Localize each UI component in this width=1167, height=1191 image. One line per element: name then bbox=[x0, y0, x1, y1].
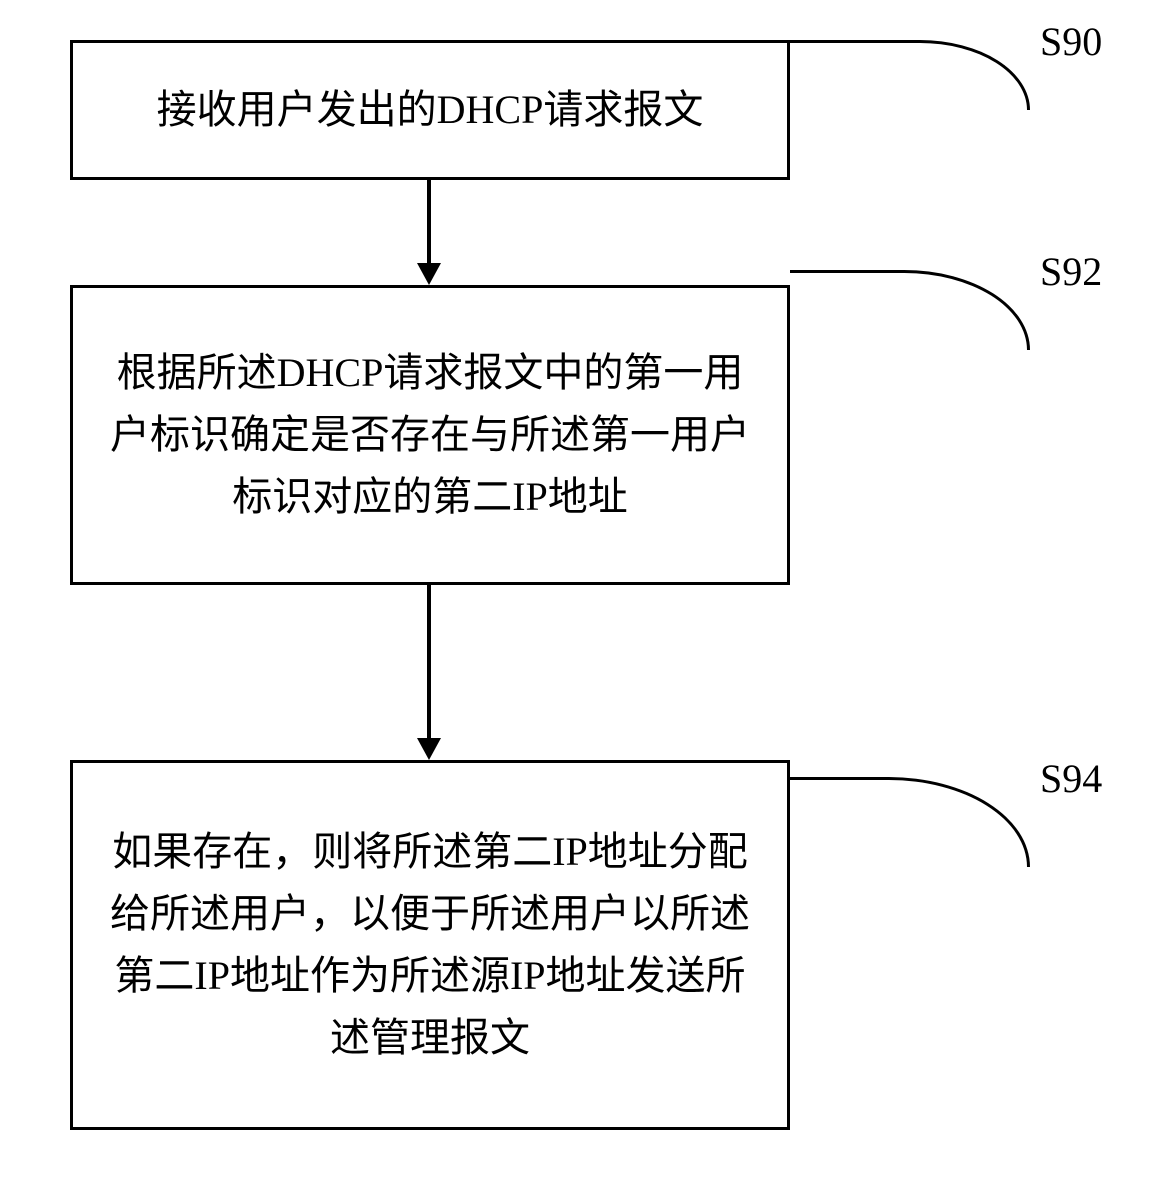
step-text: 根据所述DHCP请求报文中的第一用户标识确定是否存在与所述第一用户标识对应的第二… bbox=[97, 342, 763, 528]
step-label-s92: S92 bbox=[1040, 248, 1102, 295]
label-connector-s90 bbox=[790, 40, 1030, 110]
step-text: 如果存在，则将所述第二IP地址分配给所述用户，以便于所述用户以所述第二IP地址作… bbox=[97, 821, 763, 1069]
step-box-s90: 接收用户发出的DHCP请求报文 bbox=[70, 40, 790, 180]
step-label-s90: S90 bbox=[1040, 18, 1102, 65]
flowchart-container: 接收用户发出的DHCP请求报文 S90 根据所述DHCP请求报文中的第一用户标识… bbox=[0, 0, 1167, 1191]
arrow-head-s92-s94 bbox=[417, 738, 441, 760]
step-text: 接收用户发出的DHCP请求报文 bbox=[157, 79, 704, 141]
arrow-head-s90-s92 bbox=[417, 263, 441, 285]
step-box-s92: 根据所述DHCP请求报文中的第一用户标识确定是否存在与所述第一用户标识对应的第二… bbox=[70, 285, 790, 585]
step-box-s94: 如果存在，则将所述第二IP地址分配给所述用户，以便于所述用户以所述第二IP地址作… bbox=[70, 760, 790, 1130]
arrow-s90-s92 bbox=[427, 180, 431, 265]
step-label-s94: S94 bbox=[1040, 755, 1102, 802]
label-connector-s92 bbox=[790, 270, 1030, 350]
arrow-s92-s94 bbox=[427, 585, 431, 740]
label-connector-s94 bbox=[790, 777, 1030, 867]
